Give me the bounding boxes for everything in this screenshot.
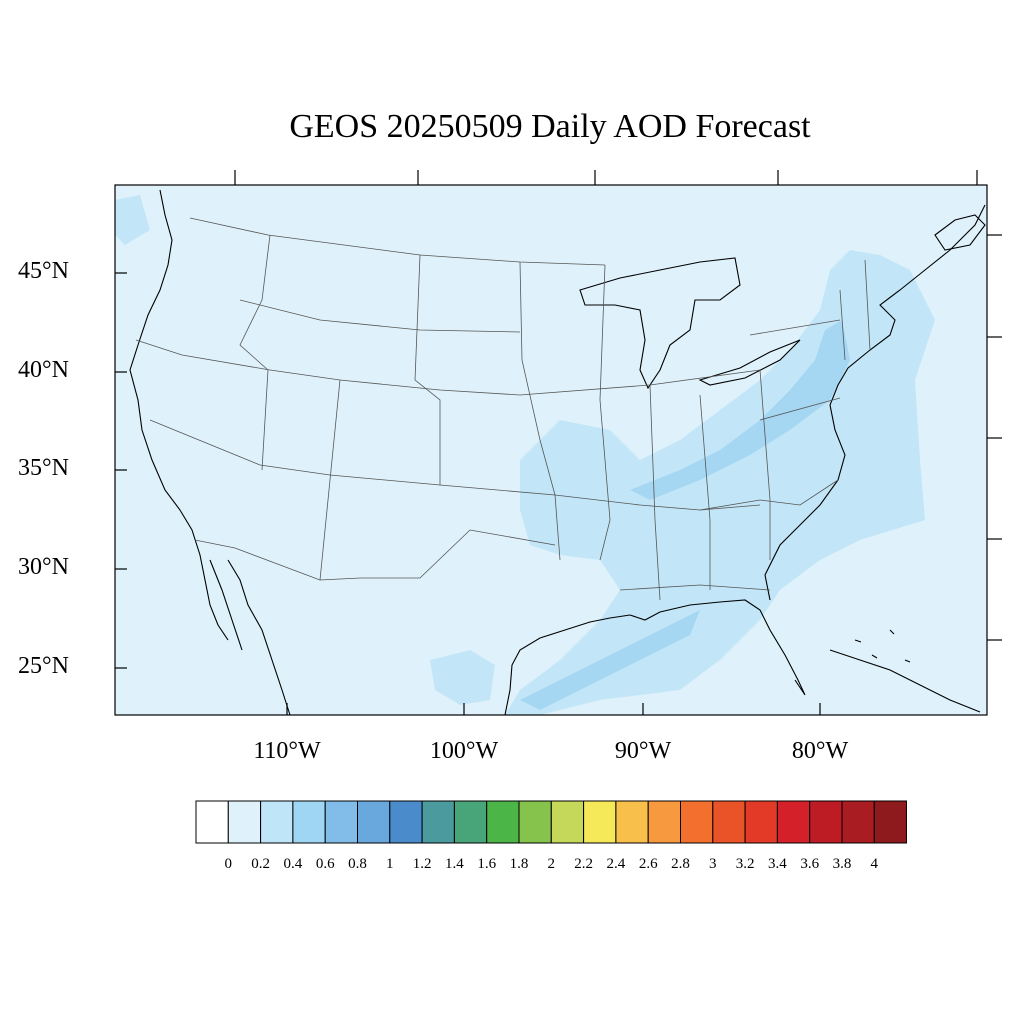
colorbar-swatch (680, 800, 714, 844)
colorbar-label: 2.4 (606, 856, 626, 872)
colorbar-label: 2.2 (574, 856, 593, 872)
lon-label-100w: 100°W (429, 738, 499, 764)
colorbar-swatch (841, 800, 875, 844)
colorbar-swatch (324, 800, 358, 844)
colorbar-label: 3.4 (768, 856, 787, 872)
colorbar-swatch (744, 800, 778, 844)
colorbar-swatch (357, 800, 391, 844)
colorbar-label: 2.6 (638, 856, 658, 872)
colorbar-label: 0.2 (251, 856, 270, 872)
colorbar-label: 1 (386, 856, 394, 872)
axis-ticks (115, 170, 1002, 715)
colorbar-swatch (227, 800, 262, 844)
colorbar-label: 0.4 (283, 856, 303, 872)
colorbar-label: 2 (547, 856, 556, 872)
lon-label-80w: 80°W (791, 738, 849, 764)
lon-label-110w: 110°W (253, 738, 321, 764)
colorbar-swatch (421, 800, 455, 844)
colorbar-label: 0 (224, 856, 233, 872)
colorbar-label: 2.8 (671, 856, 690, 872)
colorbar-swatch (809, 800, 843, 844)
colorbar-label: 1.8 (509, 856, 529, 872)
colorbar-swatch (712, 800, 746, 844)
colorbar-label: 0.8 (348, 856, 367, 872)
lat-label-40n: 40°N (18, 357, 69, 383)
colorbar-label: 4 (870, 856, 879, 872)
colorbar-swatch (260, 800, 294, 844)
map-title: GEOS 20250509 Daily AOD Forecast (289, 108, 811, 145)
colorbar-label: 0.6 (315, 856, 335, 872)
colorbar-swatch (647, 800, 682, 844)
aod-shading-medium (520, 320, 850, 710)
colorbar-label: 3.6 (800, 856, 820, 872)
lat-label-30n: 30°N (18, 554, 69, 580)
colorbar-swatch (195, 800, 229, 844)
colorbar-swatch (615, 800, 649, 844)
colorbar-label: 3 (709, 856, 717, 872)
lat-label-45n: 45°N (18, 258, 69, 284)
colorbar (195, 800, 907, 844)
colorbar-label: 3.8 (832, 856, 852, 872)
colorbar-label: 1.2 (412, 856, 432, 872)
colorbar-swatch (292, 800, 326, 844)
map-border (114, 184, 988, 716)
state-borders (135, 217, 871, 601)
colorbar-swatch (453, 800, 488, 844)
colorbar-swatch (873, 800, 907, 844)
colorbar-swatch (583, 800, 617, 844)
lat-label-25n: 25°N (18, 653, 69, 679)
colorbar-swatch (550, 800, 585, 844)
colorbar-swatch (518, 800, 552, 844)
lon-label-90w: 90°W (614, 738, 672, 764)
colorbar-label: 1.4 (445, 856, 464, 872)
colorbar-label: 1.6 (477, 856, 497, 872)
lat-label-35n: 35°N (18, 455, 69, 481)
colorbar-swatch (486, 800, 520, 844)
colorbar-swatch (389, 800, 423, 844)
coastlines (129, 189, 986, 716)
colorbar-label: 3.2 (735, 856, 755, 872)
colorbar-swatch (776, 800, 811, 844)
